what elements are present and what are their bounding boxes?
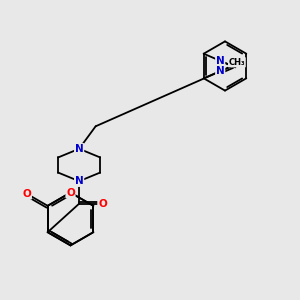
Text: N: N xyxy=(75,176,83,186)
Text: O: O xyxy=(22,189,31,199)
Text: CH₃: CH₃ xyxy=(229,58,245,67)
Text: O: O xyxy=(66,188,75,198)
Text: N: N xyxy=(216,66,225,76)
Text: N: N xyxy=(216,56,225,66)
Text: O: O xyxy=(98,199,107,209)
Text: N: N xyxy=(75,144,83,154)
